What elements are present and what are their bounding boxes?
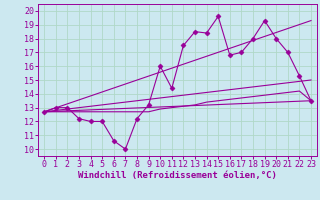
X-axis label: Windchill (Refroidissement éolien,°C): Windchill (Refroidissement éolien,°C) (78, 171, 277, 180)
